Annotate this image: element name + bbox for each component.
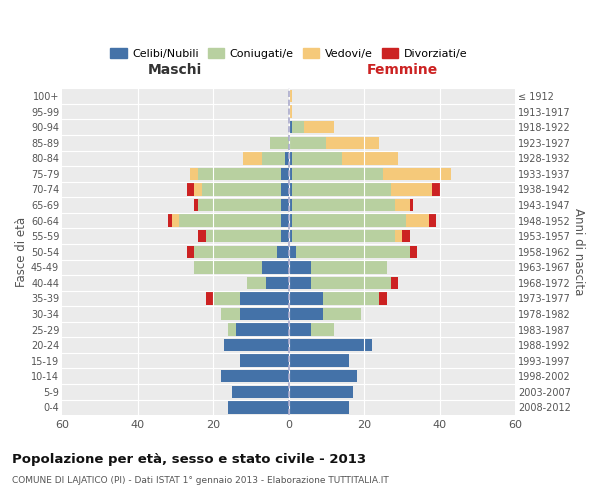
Bar xyxy=(194,199,198,211)
Bar xyxy=(221,308,239,320)
Bar xyxy=(292,121,304,134)
Bar xyxy=(281,199,289,211)
Legend: Celibi/Nubili, Coniugati/e, Vedovi/e, Divorziati/e: Celibi/Nubili, Coniugati/e, Vedovi/e, Di… xyxy=(106,44,472,63)
Bar xyxy=(391,184,433,196)
Text: Maschi: Maschi xyxy=(148,64,202,78)
Bar xyxy=(292,214,406,227)
Bar xyxy=(289,339,372,351)
Bar xyxy=(281,168,289,180)
Bar xyxy=(289,308,323,320)
Bar xyxy=(285,152,289,164)
Bar xyxy=(228,401,289,413)
Bar xyxy=(228,324,236,336)
Bar xyxy=(168,214,172,227)
Bar xyxy=(289,370,357,382)
Bar xyxy=(402,230,410,242)
Bar xyxy=(187,246,194,258)
Bar xyxy=(239,308,289,320)
Bar xyxy=(202,184,281,196)
Bar xyxy=(239,354,289,367)
Bar xyxy=(289,152,292,164)
Bar xyxy=(239,292,289,304)
Bar xyxy=(281,184,289,196)
Bar xyxy=(247,276,266,289)
Bar xyxy=(194,246,277,258)
Bar xyxy=(289,276,311,289)
Bar xyxy=(224,339,289,351)
Bar xyxy=(289,401,349,413)
Bar xyxy=(266,276,289,289)
Bar xyxy=(206,230,281,242)
Bar xyxy=(292,184,391,196)
Bar xyxy=(289,214,292,227)
Bar xyxy=(289,292,323,304)
Bar xyxy=(289,168,292,180)
Bar xyxy=(292,152,341,164)
Bar xyxy=(406,214,428,227)
Bar xyxy=(270,136,289,149)
Bar xyxy=(187,184,194,196)
Bar xyxy=(383,168,451,180)
Bar xyxy=(213,292,239,304)
Bar xyxy=(311,261,387,274)
Bar xyxy=(292,230,395,242)
Bar xyxy=(281,230,289,242)
Bar xyxy=(326,136,379,149)
Y-axis label: Fasce di età: Fasce di età xyxy=(15,216,28,287)
Bar xyxy=(311,324,334,336)
Bar xyxy=(410,246,417,258)
Bar xyxy=(179,214,281,227)
Bar xyxy=(311,276,391,289)
Bar xyxy=(262,261,289,274)
Bar xyxy=(289,386,353,398)
Y-axis label: Anni di nascita: Anni di nascita xyxy=(572,208,585,296)
Text: Femmine: Femmine xyxy=(367,64,438,78)
Bar xyxy=(244,152,262,164)
Bar xyxy=(232,386,289,398)
Bar xyxy=(323,292,379,304)
Text: COMUNE DI LAJATICO (PI) - Dati ISTAT 1° gennaio 2013 - Elaborazione TUTTITALIA.I: COMUNE DI LAJATICO (PI) - Dati ISTAT 1° … xyxy=(12,476,389,485)
Bar xyxy=(304,121,334,134)
Bar xyxy=(341,152,398,164)
Bar xyxy=(289,106,292,118)
Bar xyxy=(292,168,383,180)
Bar xyxy=(296,246,410,258)
Bar xyxy=(289,90,292,102)
Bar xyxy=(391,276,398,289)
Text: Popolazione per età, sesso e stato civile - 2013: Popolazione per età, sesso e stato civil… xyxy=(12,452,366,466)
Bar xyxy=(198,199,281,211)
Bar xyxy=(198,230,206,242)
Bar xyxy=(206,292,213,304)
Bar xyxy=(221,370,289,382)
Bar xyxy=(190,168,198,180)
Bar xyxy=(289,246,296,258)
Bar xyxy=(289,184,292,196)
Bar xyxy=(395,199,410,211)
Bar xyxy=(395,230,402,242)
Bar xyxy=(289,230,292,242)
Bar xyxy=(410,199,413,211)
Bar xyxy=(289,199,292,211)
Bar xyxy=(323,308,361,320)
Bar xyxy=(172,214,179,227)
Bar xyxy=(262,152,285,164)
Bar xyxy=(289,136,326,149)
Bar xyxy=(194,261,262,274)
Bar xyxy=(289,261,311,274)
Bar xyxy=(289,324,311,336)
Bar xyxy=(236,324,289,336)
Bar xyxy=(292,199,395,211)
Bar xyxy=(194,184,202,196)
Bar xyxy=(433,184,440,196)
Bar xyxy=(289,121,292,134)
Bar xyxy=(428,214,436,227)
Bar xyxy=(198,168,281,180)
Bar xyxy=(281,214,289,227)
Bar xyxy=(379,292,387,304)
Bar xyxy=(277,246,289,258)
Bar xyxy=(289,354,349,367)
